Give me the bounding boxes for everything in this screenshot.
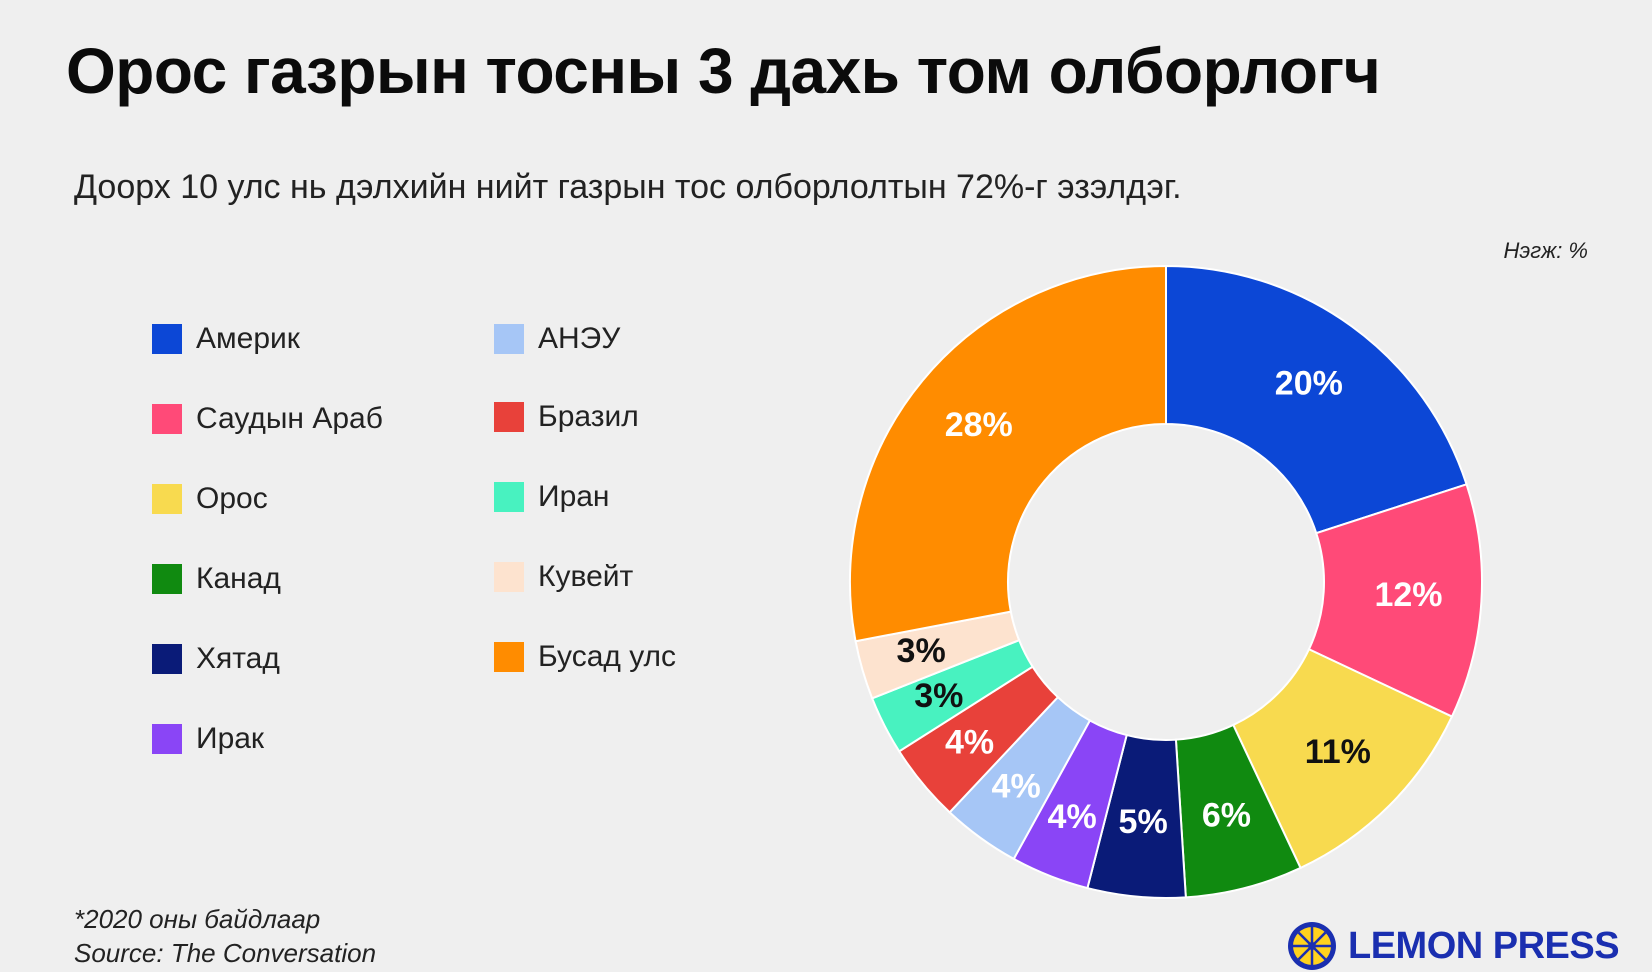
- chart-title: Орос газрын тосны 3 дахь том олборлогч: [66, 35, 1381, 107]
- legend-item: Хятад: [152, 642, 280, 676]
- legend-swatch: [494, 642, 524, 672]
- slice-data-label: 3%: [897, 632, 946, 670]
- legend-item: Кувейт: [494, 560, 633, 594]
- footnote: *2020 оны байдлаар Source: The Conversat…: [74, 902, 376, 970]
- legend-swatch: [152, 644, 182, 674]
- slice-data-label: 4%: [992, 767, 1041, 805]
- legend-item: Бразил: [494, 400, 639, 434]
- brand-logo: LEMON PRESS: [1286, 920, 1620, 972]
- slice-data-label: 5%: [1119, 803, 1168, 841]
- legend-swatch: [494, 482, 524, 512]
- slice-data-label: 11%: [1305, 733, 1371, 771]
- legend-item: Саудын Араб: [152, 402, 383, 436]
- legend-label: Орос: [196, 482, 268, 515]
- legend-swatch: [152, 324, 182, 354]
- legend-item: Бусад улс: [494, 640, 676, 674]
- legend-label: Канад: [196, 562, 281, 595]
- legend-swatch: [152, 484, 182, 514]
- slice-data-label: 20%: [1275, 364, 1343, 402]
- chart-subtitle: Доорх 10 улс нь дэлхийн нийт газрын тос …: [74, 168, 1182, 206]
- legend-item: Ирак: [152, 722, 264, 756]
- legend-label: Кувейт: [538, 560, 634, 593]
- lemon-slice-icon: [1288, 922, 1336, 970]
- slice-data-label: 6%: [1202, 796, 1251, 834]
- legend-item: Канад: [152, 562, 281, 596]
- legend-swatch: [152, 724, 182, 754]
- legend-label: Бусад улс: [538, 640, 677, 673]
- legend-item: Америк: [152, 322, 300, 356]
- legend-label: Саудын Араб: [196, 402, 383, 435]
- donut-slice: [1307, 483, 1483, 718]
- legend-label: АНЭУ: [538, 322, 621, 355]
- legend-swatch: [152, 564, 182, 594]
- legend-label: Бразил: [538, 400, 639, 433]
- brand-name: LEMON PRESS: [1348, 924, 1620, 967]
- legend-label: Иран: [538, 480, 610, 513]
- slice-data-label: 28%: [945, 406, 1013, 444]
- slice-data-label: 4%: [1048, 798, 1097, 836]
- slice-data-label: 4%: [945, 724, 994, 762]
- legend-swatch: [152, 404, 182, 434]
- donut-slice: [1165, 264, 1468, 535]
- slice-data-label: 3%: [914, 677, 963, 715]
- donut-slice: [849, 264, 1167, 643]
- legend-swatch: [494, 402, 524, 432]
- source-note: Source: The Conversation: [74, 938, 377, 968]
- legend-swatch: [494, 324, 524, 354]
- legend-label: Хятад: [196, 642, 280, 675]
- date-note: *2020 оны байдлаар: [74, 904, 321, 934]
- legend-swatch: [494, 562, 524, 592]
- legend-item: Орос: [152, 482, 268, 516]
- legend-label: Ирак: [196, 722, 265, 755]
- legend-label: Америк: [196, 322, 300, 355]
- slice-data-label: 12%: [1374, 576, 1442, 614]
- unit-label: Нэгж: %: [1503, 238, 1588, 263]
- legend-item: АНЭУ: [494, 322, 620, 356]
- legend-item: Иран: [494, 480, 610, 514]
